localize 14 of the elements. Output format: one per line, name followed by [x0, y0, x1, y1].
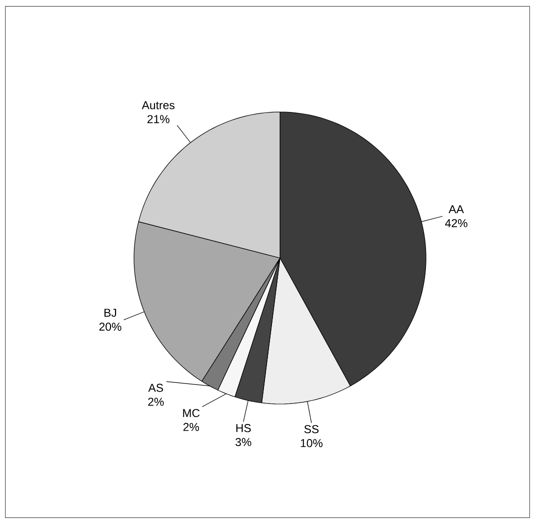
slice-label: AS	[148, 384, 163, 392]
slice-label: BJ	[104, 308, 116, 317]
data-label: 2%	[183, 422, 199, 431]
slice-label: SS	[304, 425, 319, 434]
data-label: 20%	[99, 322, 122, 331]
slice-label: Autres	[142, 101, 174, 110]
slice-label: HS	[236, 424, 251, 432]
slice-label: AA	[448, 205, 464, 214]
slice-label: MC	[183, 408, 200, 418]
data-label: 42%	[445, 219, 468, 228]
data-label: 10%	[300, 439, 323, 448]
data-label: 3%	[236, 438, 252, 446]
data-label: 2%	[148, 398, 164, 406]
data-label: 21%	[147, 115, 170, 124]
